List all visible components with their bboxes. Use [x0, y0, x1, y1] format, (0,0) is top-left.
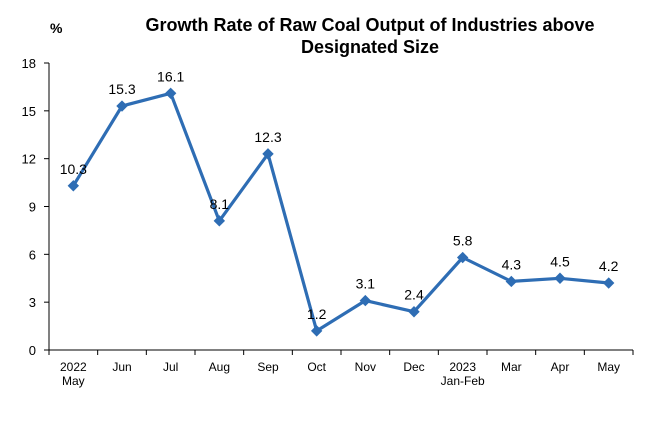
y-tick-label: 3 — [29, 295, 36, 310]
data-point-marker — [408, 306, 420, 318]
x-tick-label-line: Aug — [209, 360, 230, 374]
data-label: 10.3 — [60, 161, 87, 177]
x-tick-label-line: May — [62, 374, 85, 388]
y-tick-label: 15 — [22, 104, 36, 119]
data-point-marker — [602, 277, 615, 289]
data-point-marker — [554, 272, 566, 284]
x-tick-label: Oct — [307, 360, 326, 374]
data-point-marker — [116, 100, 128, 112]
chart-title: Growth Rate of Raw Coal Output of Indust… — [120, 14, 620, 58]
x-tick-label: Apr — [551, 360, 570, 374]
x-tick-label-line: Nov — [355, 360, 376, 374]
x-tick-label-line: Mar — [501, 360, 522, 374]
y-tick-label: 9 — [29, 200, 36, 215]
data-point-marker — [213, 215, 226, 227]
x-tick-label-line: 2023 — [449, 360, 476, 374]
x-tick-label-line: May — [597, 360, 620, 374]
data-label: 4.2 — [599, 258, 619, 274]
x-tick-label: Dec — [403, 360, 424, 374]
chart-title-line-2: Designated Size — [300, 37, 440, 57]
y-tick-label: 12 — [22, 152, 36, 167]
data-label: 1.2 — [307, 306, 327, 322]
chart-title-line-1: Growth Rate of Raw Coal Output of Indust… — [145, 15, 595, 35]
data-label: 5.8 — [453, 233, 473, 249]
series-line — [71, 91, 609, 333]
series-line-group — [67, 87, 615, 337]
x-tick-label-line: Jul — [163, 360, 178, 374]
data-point-marker — [310, 325, 323, 337]
x-tick-label-line: Dec — [403, 360, 424, 374]
data-point-marker — [164, 87, 177, 100]
x-tick-label: Nov — [355, 360, 376, 374]
x-tick-label-line: Apr — [551, 360, 570, 374]
x-tick-label: 2023 Jan-Feb — [441, 360, 485, 388]
x-tick-label: Jun — [112, 360, 131, 374]
data-point-marker — [505, 275, 518, 288]
data-label: 12.3 — [254, 129, 281, 145]
y-tick-label: 18 — [22, 56, 36, 71]
data-point-marker — [262, 148, 274, 160]
y-tick-label: 6 — [29, 247, 36, 262]
x-tick-label-line: 2022 — [60, 360, 87, 374]
data-point-marker — [359, 294, 372, 307]
data-label: 8.1 — [210, 196, 230, 212]
y-axis-unit: % — [50, 20, 63, 36]
x-tick-label: Aug — [209, 360, 230, 374]
x-tick-label: 2022 May — [60, 360, 87, 388]
y-tick-label: 0 — [29, 343, 36, 358]
data-label: 2.4 — [404, 287, 424, 303]
x-tick-label-line: Jan-Feb — [441, 374, 485, 388]
x-tick-label: Jul — [163, 360, 178, 374]
x-tick-label-line: Sep — [257, 360, 279, 374]
data-point-marker — [456, 251, 469, 264]
data-point-marker — [67, 180, 80, 192]
x-tick-label: May — [597, 360, 620, 374]
data-label: 15.3 — [108, 81, 135, 97]
data-label: 4.3 — [502, 256, 522, 272]
data-labels-group: 10.3 15.3 16.1 8.1 12.3 1.2 3.1 2.4 5.8 4.3 4.5 4.2 — [60, 68, 619, 322]
x-tick-label-line: Jun — [112, 360, 131, 374]
data-label: 3.1 — [356, 276, 376, 292]
data-label: 16.1 — [157, 68, 184, 84]
x-tick-label: Sep — [257, 360, 279, 374]
x-tick-label-line: Oct — [307, 360, 326, 374]
data-label: 4.5 — [550, 253, 570, 269]
x-tick-label: Mar — [501, 360, 522, 374]
